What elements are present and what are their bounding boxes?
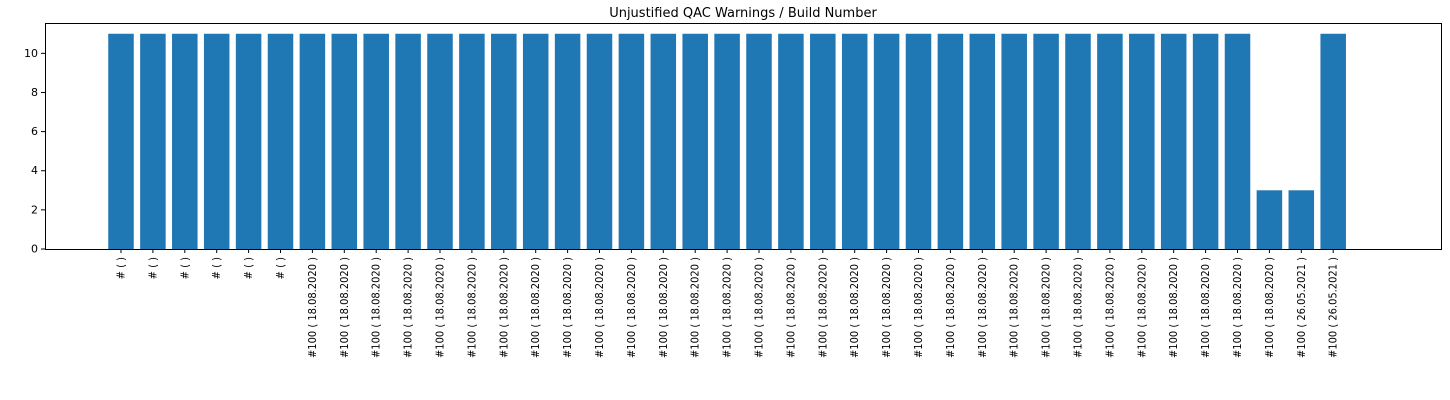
bar [140, 33, 166, 250]
bar [554, 33, 581, 250]
x-tick-label: #100 ( 18.08.2020 ) [721, 257, 734, 358]
y-tick-label: 6 [31, 125, 38, 138]
bar [746, 33, 772, 250]
bar [299, 33, 326, 250]
x-tick-label: #100 ( 18.08.2020 ) [593, 257, 606, 358]
x-tick-label: #100 ( 18.08.2020 ) [497, 257, 510, 358]
y-tick-label: 0 [31, 243, 38, 256]
plot-frame [45, 23, 1442, 250]
x-tick-label: #100 ( 18.08.2020 ) [370, 257, 383, 358]
x-tick-label: #100 ( 18.08.2020 ) [880, 257, 893, 358]
bar [235, 33, 262, 250]
x-tick-label: #100 ( 18.08.2020 ) [912, 257, 925, 358]
bar [363, 33, 389, 250]
bar [203, 33, 230, 250]
x-tick-label: #100 ( 18.08.2020 ) [848, 257, 861, 358]
bar [873, 33, 900, 250]
y-axis: 0 2 4 6 8 10 [24, 47, 45, 256]
bar [172, 33, 198, 250]
x-tick-label: #100 ( 18.08.2020 ) [976, 257, 989, 358]
x-tick-label: #100 ( 26.05.2021 ) [1327, 257, 1340, 358]
x-tick-label: #100 ( 18.08.2020 ) [338, 257, 351, 358]
bar [395, 33, 421, 250]
bar [491, 33, 517, 250]
x-tick-label: #100 ( 18.08.2020 ) [529, 257, 542, 358]
x-tick-label: #100 ( 18.08.2020 ) [657, 257, 670, 358]
x-tick-label: #100 ( 18.08.2020 ) [434, 257, 447, 358]
bar [1097, 33, 1123, 250]
chart-title: Unjustified QAC Warnings / Build Number [609, 6, 877, 21]
x-tick-label: #100 ( 18.08.2020 ) [306, 257, 319, 358]
x-tick-label: #100 ( 18.08.2020 ) [465, 257, 478, 358]
bar [1224, 33, 1251, 250]
bar [1033, 33, 1059, 250]
bar [778, 33, 804, 250]
x-tick-label: #100 ( 18.08.2020 ) [1008, 257, 1021, 358]
y-tick-label: 8 [31, 86, 38, 99]
x-tick-label: # ( ) [146, 257, 159, 279]
bar [1192, 33, 1219, 250]
bar [427, 33, 453, 250]
bar [459, 33, 485, 250]
x-tick-label: #100 ( 18.08.2020 ) [1167, 257, 1180, 358]
bar [331, 33, 358, 250]
x-tick-label: #100 ( 18.08.2020 ) [1040, 257, 1053, 358]
bar [618, 33, 645, 250]
x-tick-label: # ( ) [242, 257, 255, 279]
y-tick-label: 2 [31, 203, 38, 216]
x-tick-label: #100 ( 18.08.2020 ) [753, 257, 766, 358]
x-tick-label: #100 ( 18.08.2020 ) [689, 257, 702, 358]
bar [1256, 190, 1283, 249]
bar [522, 33, 549, 250]
bar [905, 33, 932, 250]
bar [1288, 190, 1315, 249]
bar [714, 33, 740, 250]
bar [267, 33, 294, 250]
y-tick-label: 4 [31, 164, 38, 177]
x-tick-label: #100 ( 18.08.2020 ) [1103, 257, 1116, 358]
bar [586, 33, 613, 250]
x-tick-label: #100 ( 26.05.2021 ) [1295, 257, 1308, 358]
bar [1065, 33, 1091, 250]
x-axis: # ( ) # ( ) # ( ) # ( ) # ( ) # ( ) #100 ( 18.… [115, 249, 1340, 358]
bar [810, 33, 836, 250]
x-tick-label: #100 ( 18.08.2020 ) [816, 257, 829, 358]
x-tick-label: #100 ( 18.08.2020 ) [561, 257, 574, 358]
bar [682, 33, 708, 250]
x-tick-label: # ( ) [274, 257, 287, 279]
x-tick-label: #100 ( 18.08.2020 ) [1072, 257, 1085, 358]
bar [1001, 33, 1027, 250]
bar [937, 33, 964, 250]
y-tick-label: 10 [24, 47, 38, 60]
x-tick-label: #100 ( 18.08.2020 ) [1231, 257, 1244, 358]
bars-group [108, 33, 1346, 250]
x-tick-label: #100 ( 18.08.2020 ) [625, 257, 638, 358]
x-tick-label: #100 ( 18.08.2020 ) [1263, 257, 1276, 358]
x-tick-label: #100 ( 18.08.2020 ) [1199, 257, 1212, 358]
x-tick-label: #100 ( 18.08.2020 ) [944, 257, 957, 358]
x-tick-label: #100 ( 18.08.2020 ) [784, 257, 797, 358]
bar [108, 33, 134, 250]
x-tick-label: #100 ( 18.08.2020 ) [1135, 257, 1148, 358]
bar [650, 33, 677, 250]
bar [1160, 33, 1187, 250]
x-tick-label: # ( ) [178, 257, 191, 279]
x-tick-label: #100 ( 18.08.2020 ) [402, 257, 415, 358]
bar [1320, 33, 1346, 250]
x-tick-label: # ( ) [210, 257, 223, 279]
bar [1129, 33, 1155, 250]
x-tick-label: # ( ) [115, 257, 128, 279]
bar [969, 33, 996, 250]
bar [841, 33, 868, 250]
